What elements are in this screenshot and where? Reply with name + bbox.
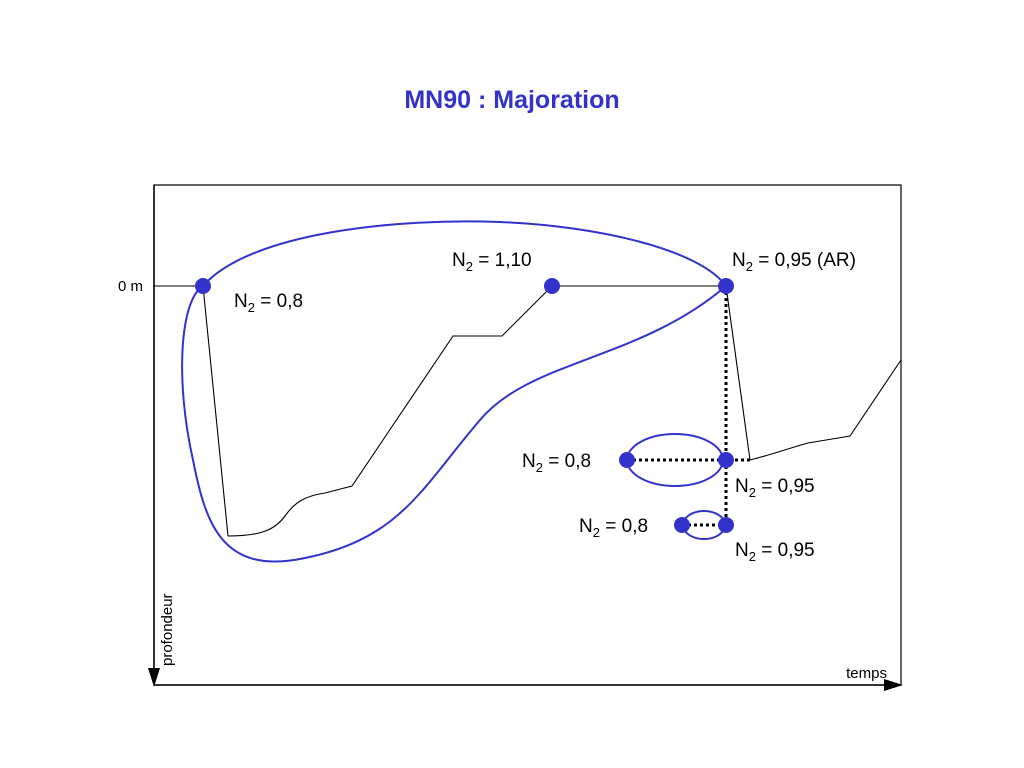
time-axis-arrow (884, 679, 903, 691)
point-right-low (718, 517, 734, 533)
point-right-mid (718, 452, 734, 468)
depth-axis-label: profondeur (159, 593, 176, 666)
n2-label-ar: N2 = 0,95 (AR) (732, 250, 856, 274)
point-left-mid (619, 452, 635, 468)
n2-label-start: N2 = 0,8 (234, 291, 303, 315)
n2-label-right-mid: N2 = 0,95 (735, 476, 815, 500)
big-majoration-loop (181, 220, 728, 563)
n2-label-left-low: N2 = 0,8 (579, 516, 648, 540)
n2-label-110: N2 = 1,10 (452, 250, 532, 274)
n2-label-right-low: N2 = 0,95 (735, 540, 815, 564)
surface-label: 0 m (118, 278, 143, 295)
slide-title: MN90 : Majoration (404, 86, 620, 114)
point-n2-110 (544, 278, 560, 294)
point-start (195, 278, 211, 294)
depth-axis-arrow (148, 668, 160, 687)
point-ar (718, 278, 734, 294)
n2-label-left-mid: N2 = 0,8 (522, 451, 591, 475)
dive-profile-2 (725, 285, 902, 461)
dive-profile-1 (202, 285, 726, 537)
point-left-low (674, 517, 690, 533)
time-axis-label: temps (846, 665, 887, 682)
